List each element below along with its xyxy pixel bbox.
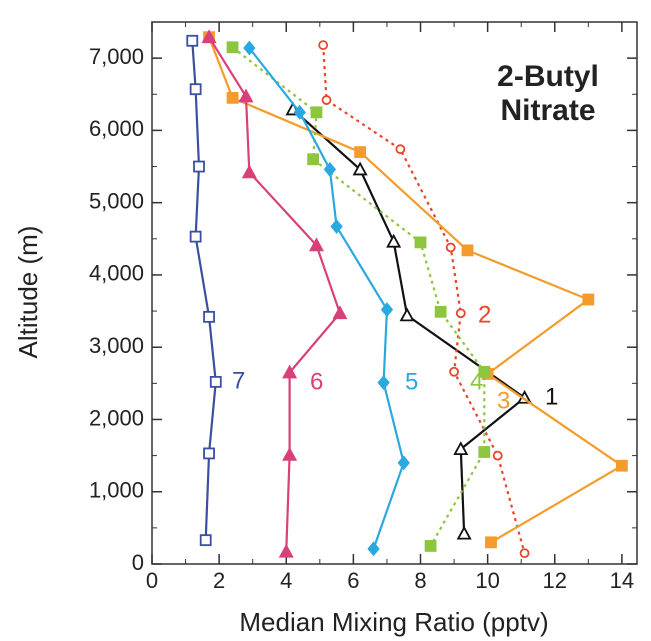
marker <box>399 307 415 322</box>
marker <box>367 541 380 557</box>
marker <box>395 144 406 155</box>
series-label: 1 <box>545 383 558 410</box>
marker <box>189 230 202 243</box>
marker <box>293 104 306 120</box>
marker <box>241 164 257 179</box>
marker <box>282 446 298 461</box>
series-line <box>208 36 624 544</box>
marker <box>492 450 503 461</box>
marker <box>386 233 402 248</box>
chart-title: Nitrate <box>500 94 595 127</box>
marker <box>461 244 474 257</box>
marker <box>330 219 343 234</box>
series-line <box>231 46 486 547</box>
marker <box>456 525 472 540</box>
marker <box>308 237 324 252</box>
x-tick-label: 6 <box>347 568 359 593</box>
series-line <box>248 47 405 550</box>
y-tick-label: 4,000 <box>89 261 144 286</box>
series-label: 3 <box>497 387 510 414</box>
marker <box>582 293 595 306</box>
marker <box>354 146 366 158</box>
y-tick-label: 3,000 <box>89 333 144 358</box>
x-tick-label: 8 <box>414 568 426 593</box>
marker <box>310 106 323 119</box>
marker <box>519 548 530 559</box>
x-tick-label: 14 <box>610 568 634 593</box>
marker <box>424 540 437 552</box>
marker <box>199 534 212 547</box>
plot-frame <box>151 21 638 565</box>
marker <box>201 29 217 44</box>
y-tick-label: 0 <box>132 550 144 575</box>
marker <box>449 366 459 377</box>
marker <box>321 95 332 105</box>
x-tick-label: 10 <box>475 568 499 593</box>
series-label: 6 <box>310 368 323 395</box>
marker <box>243 40 256 56</box>
series-label: 5 <box>405 368 418 395</box>
marker <box>323 162 337 177</box>
y-axis-title: Altitude (m) <box>13 226 43 359</box>
series-label: 4 <box>470 368 483 395</box>
marker <box>203 447 215 460</box>
series-line <box>191 40 217 541</box>
marker <box>193 160 205 173</box>
marker <box>455 308 466 319</box>
marker <box>478 365 491 378</box>
y-tick-label: 2,000 <box>89 405 144 430</box>
marker <box>434 305 447 318</box>
marker <box>186 34 199 47</box>
series-label: 7 <box>232 367 245 394</box>
marker <box>318 40 329 51</box>
marker <box>380 302 394 318</box>
marker <box>397 455 410 471</box>
marker <box>478 446 491 458</box>
series-line <box>208 36 342 552</box>
marker <box>278 543 294 558</box>
marker <box>352 161 368 176</box>
marker <box>414 236 427 249</box>
chart-title: 2-Butyl <box>497 60 599 93</box>
marker <box>445 242 456 253</box>
marker <box>238 88 254 103</box>
x-axis-title: Median Mixing Ratio (pptv) <box>239 607 548 637</box>
marker <box>209 375 222 388</box>
x-tick-label: 0 <box>146 568 158 593</box>
marker <box>226 41 239 54</box>
x-tick-label: 12 <box>543 568 567 593</box>
marker <box>332 305 348 320</box>
x-tick-label: 4 <box>280 568 292 593</box>
y-tick-label: 1,000 <box>89 478 144 503</box>
marker <box>282 364 298 379</box>
marker <box>226 91 239 104</box>
marker <box>189 83 202 96</box>
marker <box>615 459 628 472</box>
marker <box>307 153 320 166</box>
y-tick-label: 6,000 <box>89 116 144 141</box>
series-label: 2 <box>478 301 491 328</box>
y-tick-label: 7,000 <box>89 44 144 69</box>
marker <box>203 310 215 323</box>
y-tick-label: 5,000 <box>89 188 144 213</box>
marker <box>453 441 469 455</box>
series-line <box>322 45 526 554</box>
marker <box>377 375 390 391</box>
x-tick-label: 2 <box>213 568 225 593</box>
marker <box>485 536 497 549</box>
